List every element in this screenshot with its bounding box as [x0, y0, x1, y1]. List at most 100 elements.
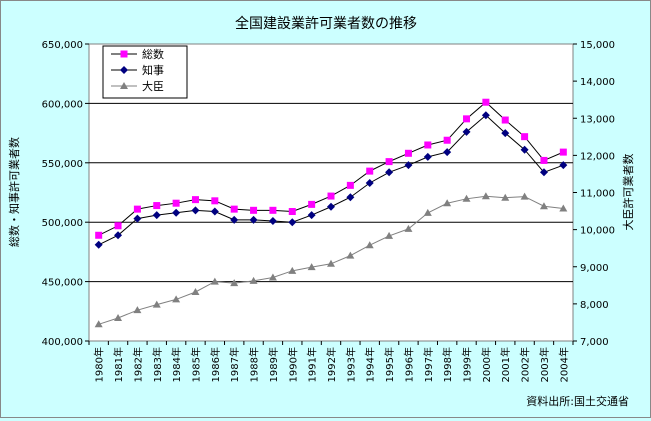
point-marker	[327, 259, 335, 267]
right-tick-label: 12,000	[580, 151, 615, 162]
point-marker	[307, 211, 316, 220]
x-tick-label: 1984年	[170, 347, 183, 382]
point-marker	[385, 231, 394, 239]
point-marker	[268, 273, 277, 281]
legend-box	[102, 45, 188, 99]
point-marker	[210, 277, 219, 285]
point-marker	[152, 211, 161, 220]
right-tick-label: 14,000	[580, 77, 615, 88]
point-marker	[94, 320, 103, 328]
point-marker	[520, 145, 529, 154]
point-marker	[540, 156, 548, 164]
right-tick-label: 15,000	[580, 40, 615, 51]
point-marker	[539, 168, 548, 177]
left-tick-label: 550,000	[42, 159, 83, 170]
x-tick-label: 1988年	[248, 347, 261, 382]
point-marker	[501, 193, 510, 201]
x-tick-label: 2002年	[519, 347, 532, 382]
x-tick-label: 2001年	[499, 347, 512, 382]
left-tick-label: 600,000	[42, 99, 83, 110]
point-marker	[365, 241, 374, 249]
series-group	[94, 98, 568, 328]
point-marker	[288, 266, 297, 274]
point-marker	[346, 181, 354, 189]
point-marker	[120, 50, 128, 58]
point-marker	[172, 208, 181, 217]
point-marker	[404, 161, 413, 170]
right-axis: 7,000 8,000 9,000 10,000 11,000 12,000 13,000 1…	[573, 40, 615, 348]
x-tick-label: 1997年	[422, 347, 435, 382]
x-tick-label: 1998年	[441, 347, 454, 382]
x-tick-label: 1982年	[131, 347, 144, 382]
right-tick-label: 11,000	[580, 189, 615, 200]
point-marker	[559, 148, 567, 156]
source-note: 資料出所:国土交通省	[526, 394, 629, 408]
right-tick-label: 8,000	[580, 300, 609, 311]
point-marker	[211, 197, 219, 205]
point-marker	[423, 208, 432, 216]
x-tick-label: 1992年	[325, 347, 338, 382]
right-tick-label: 13,000	[580, 114, 615, 125]
x-tick-label: 1999年	[461, 347, 474, 382]
point-marker	[501, 116, 509, 124]
point-marker	[152, 300, 161, 308]
point-marker	[539, 202, 548, 210]
x-tick-label: 1995年	[383, 347, 396, 382]
point-marker	[443, 148, 452, 157]
point-marker	[230, 215, 239, 224]
point-marker	[114, 231, 123, 240]
x-tick-label: 1991年	[306, 347, 319, 382]
x-tick-label: 2003年	[538, 347, 551, 382]
legend-label: 大臣	[142, 79, 164, 93]
point-marker	[404, 149, 412, 157]
point-marker	[462, 194, 471, 202]
x-tick-label: 1987年	[228, 347, 241, 382]
x-tick-label: 1996年	[402, 347, 415, 382]
point-marker	[308, 200, 316, 208]
point-marker	[463, 115, 471, 123]
point-marker	[481, 111, 490, 120]
point-marker	[404, 224, 413, 232]
right-tick-label: 7,000	[580, 337, 609, 348]
left-axis: 400,000 450,000 500,000 550,000 600,000 650,0…	[42, 40, 89, 348]
left-tick-label: 650,000	[42, 40, 83, 51]
point-marker	[288, 218, 297, 227]
point-marker	[424, 141, 432, 149]
chart-title: 全国建設業許可業者数の推移	[235, 15, 417, 32]
point-marker	[172, 295, 181, 303]
x-tick-label: 1989年	[267, 347, 280, 382]
point-marker	[114, 222, 122, 230]
point-marker	[230, 205, 238, 213]
series-triangle	[94, 192, 568, 328]
point-marker	[114, 313, 123, 321]
point-marker	[520, 192, 529, 200]
point-marker	[191, 196, 199, 204]
point-marker	[172, 199, 180, 207]
point-marker	[481, 192, 490, 200]
point-marker	[482, 98, 490, 106]
series-square	[95, 98, 567, 239]
point-marker	[210, 207, 219, 216]
gridlines	[89, 102, 573, 283]
point-marker	[385, 168, 394, 177]
series-diamond	[94, 111, 568, 249]
point-marker	[327, 202, 335, 211]
x-tick-label: 1993年	[344, 347, 357, 382]
point-marker	[191, 206, 200, 215]
point-marker	[366, 167, 374, 175]
right-tick-label: 10,000	[580, 226, 615, 237]
right-tick-label: 9,000	[580, 263, 609, 274]
point-marker	[443, 199, 452, 207]
point-marker	[250, 206, 258, 214]
point-marker	[133, 306, 142, 314]
point-marker	[191, 287, 200, 295]
x-tick-label: 1983年	[151, 347, 164, 382]
point-marker	[462, 127, 471, 136]
left-tick-label: 400,000	[42, 337, 83, 348]
x-tick-label: 1981年	[112, 347, 125, 382]
point-marker	[249, 276, 258, 284]
point-marker	[230, 279, 239, 287]
x-tick-label: 1986年	[209, 347, 222, 382]
x-tick-label: 1980年	[93, 347, 106, 382]
